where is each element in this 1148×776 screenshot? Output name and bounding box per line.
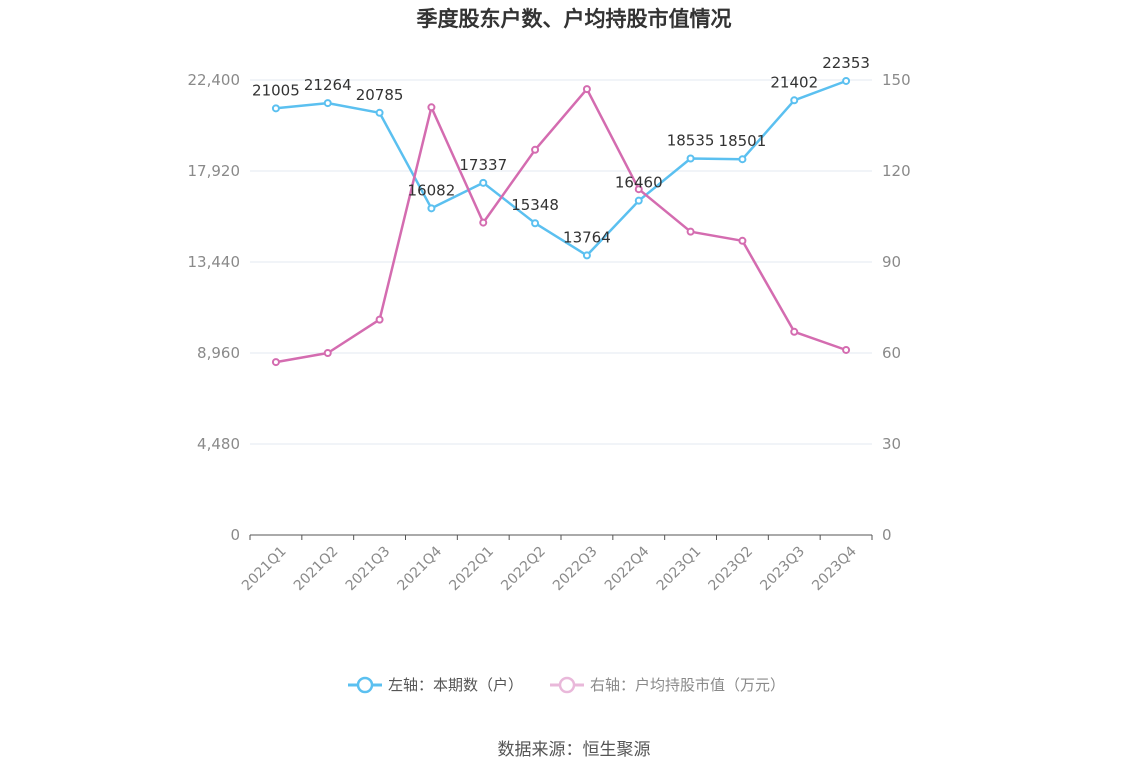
data-label: 20785	[356, 86, 404, 104]
data-label: 13764	[563, 228, 611, 246]
legend-item-left[interactable]: 左轴：本期数（户）	[348, 676, 523, 694]
data-label: 21402	[770, 73, 818, 91]
data-point-right	[738, 236, 747, 245]
left-tick-label: 4,480	[197, 435, 240, 453]
data-point-left	[271, 104, 280, 113]
x-tick-label: 2023Q4	[809, 543, 860, 594]
data-point-left	[479, 178, 488, 187]
x-tick-label: 2023Q3	[757, 543, 808, 594]
data-point-left	[375, 108, 384, 117]
left-tick-label: 22,400	[188, 71, 241, 89]
left-tick-label: 13,440	[188, 253, 241, 271]
data-point-left	[427, 204, 436, 213]
x-tick-label: 2022Q4	[602, 543, 653, 594]
data-point-right	[842, 345, 851, 354]
data-point-left	[790, 96, 799, 105]
data-point-right	[271, 358, 280, 367]
x-tick-label: 2021Q3	[343, 543, 394, 594]
right-tick-label: 30	[882, 435, 901, 453]
data-point-left	[686, 154, 695, 163]
data-label: 16082	[408, 181, 456, 199]
left-tick-label: 0	[230, 526, 240, 544]
left-axis: 0 4,480 8,960 13,440 17,920 22,400	[188, 71, 241, 544]
series-layer	[271, 76, 851, 367]
x-tick-label: 2023Q2	[706, 543, 757, 594]
data-label: 16460	[615, 174, 663, 192]
right-tick-label: 0	[882, 526, 892, 544]
x-tick-label: 2022Q2	[498, 543, 549, 594]
data-label: 21264	[304, 76, 352, 94]
series-line-left	[275, 79, 847, 257]
right-tick-label: 150	[882, 71, 911, 89]
data-point-left	[738, 155, 747, 164]
legend[interactable]: 左轴：本期数（户） 右轴：户均持股市值（万元）	[348, 676, 785, 694]
right-tick-label: 90	[882, 253, 901, 271]
right-axis: 0 30 60 90 120 150	[882, 71, 911, 544]
x-tick-label: 2021Q1	[239, 543, 290, 594]
data-point-left	[634, 196, 643, 205]
data-label: 17337	[459, 156, 507, 174]
data-label: 15348	[511, 196, 559, 214]
data-point-right	[686, 227, 695, 236]
data-point-right	[582, 85, 591, 94]
data-label: 21005	[252, 81, 300, 99]
right-tick-label: 60	[882, 344, 901, 362]
x-tick-label: 2022Q3	[550, 543, 601, 594]
data-point-left	[582, 251, 591, 260]
legend-marker-left	[356, 676, 374, 694]
data-point-right	[375, 315, 384, 324]
data-label: 22353	[822, 54, 870, 72]
x-tick-label: 2021Q4	[395, 543, 446, 594]
data-point-right	[427, 103, 436, 112]
x-tick-label: 2021Q2	[291, 543, 342, 594]
data-point-left	[531, 219, 540, 228]
data-point-left	[323, 99, 332, 108]
left-tick-label: 17,920	[188, 162, 241, 180]
data-point-right	[323, 349, 332, 357]
series-line-right	[275, 87, 847, 364]
legend-label-right: 右轴：户均持股市值（万元）	[590, 676, 785, 694]
data-point-left	[842, 76, 851, 85]
legend-item-right[interactable]: 右轴：户均持股市值（万元）	[550, 676, 785, 694]
chart-title: 季度股东户数、户均持股市值情况	[417, 7, 732, 31]
source-note: 数据来源：恒生聚源	[498, 740, 651, 760]
data-label: 18501	[719, 132, 767, 150]
data-point-right	[790, 327, 799, 336]
x-axis: 2021Q1 2021Q2 2021Q3 2021Q4 2022Q1 2022Q2 2022…	[239, 534, 873, 594]
data-point-right	[634, 185, 643, 194]
data-label: 18535	[667, 132, 715, 150]
data-point-right	[479, 218, 488, 227]
left-tick-label: 8,960	[197, 344, 240, 362]
legend-label-left: 左轴：本期数（户）	[388, 676, 523, 694]
data-point-right	[531, 145, 540, 154]
grid-lines	[250, 79, 872, 445]
x-tick-label: 2023Q1	[654, 543, 705, 594]
legend-marker-right	[558, 676, 576, 694]
x-tick-label: 2022Q1	[446, 543, 497, 594]
right-tick-label: 120	[882, 162, 911, 180]
